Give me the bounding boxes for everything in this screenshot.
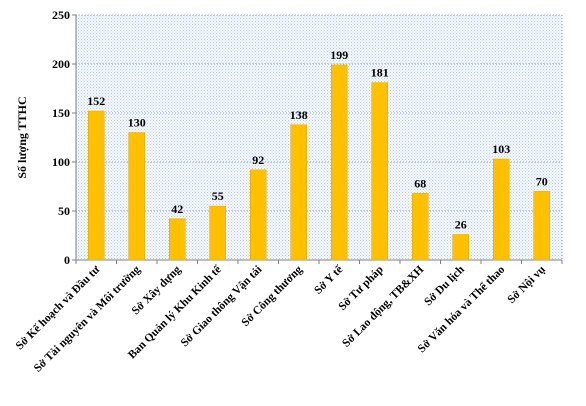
y-tick-label: 100 <box>52 155 70 169</box>
data-label: 68 <box>414 176 426 190</box>
data-label: 103 <box>492 142 510 156</box>
axes <box>75 15 563 264</box>
bar <box>452 234 469 261</box>
data-label: 181 <box>371 66 389 80</box>
bar <box>250 169 267 261</box>
y-tick-labels: 0 50 100 150 200 250 <box>52 8 70 267</box>
bar <box>169 218 186 261</box>
bar <box>128 132 145 261</box>
data-label: 42 <box>171 202 183 216</box>
y-axis-label: Số lượng TTHC <box>15 96 29 178</box>
x-category-label: Sở Nội vụ <box>506 263 549 306</box>
x-category-label: Sở Giao thông Vận tải <box>179 263 265 349</box>
data-label: 70 <box>536 174 548 188</box>
bar <box>290 124 307 261</box>
bar <box>209 205 226 261</box>
bars <box>88 64 550 261</box>
x-category-label: Sở Y tế <box>311 262 346 297</box>
gridlines <box>72 14 563 261</box>
data-label: 92 <box>252 153 264 167</box>
y-tick-label: 0 <box>64 253 70 267</box>
data-label: 130 <box>128 116 146 130</box>
bar <box>331 64 348 261</box>
y-tick-label: 50 <box>58 204 70 218</box>
data-label: 138 <box>290 108 308 122</box>
x-category-label: Sở Lao động, TB&XH <box>340 264 426 350</box>
bar <box>371 82 388 261</box>
bar <box>412 193 429 261</box>
bar <box>533 191 550 261</box>
data-label: 26 <box>455 218 467 232</box>
plot-area <box>76 15 562 260</box>
data-labels: 152 130 42 55 92 138 199 181 68 26 103 70 <box>87 48 548 232</box>
data-label: 199 <box>330 48 348 62</box>
bar <box>88 110 105 261</box>
y-tick-label: 200 <box>52 57 70 71</box>
y-tick-label: 250 <box>52 8 70 22</box>
data-label: 152 <box>87 94 105 108</box>
data-label: 55 <box>212 189 224 203</box>
bar <box>493 158 510 261</box>
y-tick-label: 150 <box>52 106 70 120</box>
